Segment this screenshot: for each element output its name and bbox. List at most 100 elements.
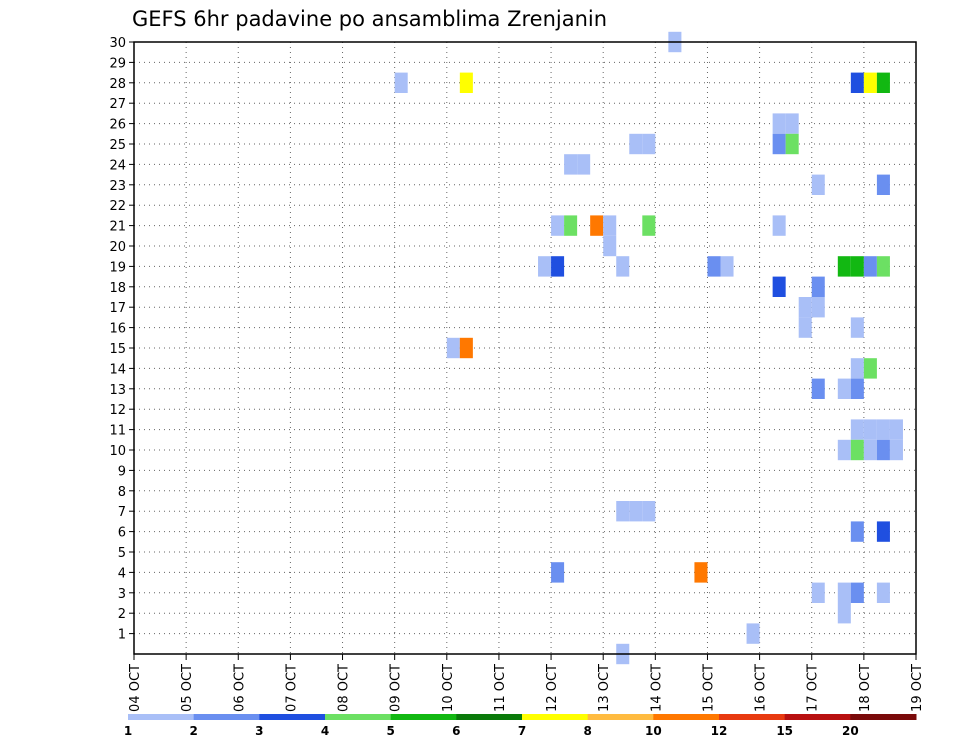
precip-cell	[577, 154, 591, 175]
y-tick-label: 24	[109, 158, 126, 173]
precip-cell	[772, 215, 786, 236]
y-tick-label: 22	[109, 199, 126, 214]
precip-cell	[720, 256, 734, 277]
y-tick-label: 11	[109, 424, 126, 439]
precip-cell	[850, 439, 864, 461]
precip-cell	[863, 439, 877, 461]
legend-swatch	[587, 714, 654, 720]
precip-cell	[876, 256, 890, 277]
x-tick-label: 14 OCT	[649, 664, 664, 712]
legend-label: 20	[842, 724, 859, 738]
x-tick-label: 11 OCT	[493, 664, 508, 712]
y-tick-label: 20	[109, 240, 126, 255]
y-axis: 1234567891011121314151617181920212223242…	[109, 36, 134, 643]
precip-cell	[772, 276, 786, 297]
legend-label: 4	[321, 724, 329, 738]
legend-label: 12	[711, 724, 728, 738]
legend-label: 2	[189, 724, 197, 738]
legend-swatch	[128, 714, 195, 720]
legend-label: 1	[124, 724, 132, 738]
precip-cell	[772, 113, 786, 134]
precip-cell	[850, 378, 864, 399]
precip-cell	[863, 256, 877, 277]
precip-cell	[863, 419, 877, 440]
y-tick-label: 30	[109, 36, 126, 51]
precip-cell	[564, 154, 578, 175]
precip-cell	[837, 256, 851, 277]
y-tick-label: 27	[109, 97, 126, 112]
legend-swatch	[456, 714, 523, 720]
precip-cell	[642, 215, 656, 236]
precip-cell	[876, 521, 890, 542]
x-tick-label: 06 OCT	[232, 664, 247, 712]
precip-cell	[394, 72, 408, 93]
x-tick-label: 08 OCT	[337, 664, 352, 712]
precip-cell	[798, 317, 812, 338]
legend-label: 6	[452, 724, 460, 738]
y-tick-label: 18	[109, 281, 126, 296]
grid-lines	[134, 42, 916, 654]
precip-cell	[811, 276, 825, 297]
precip-cell	[746, 623, 760, 644]
y-tick-label: 16	[109, 322, 126, 337]
precip-cell	[889, 419, 903, 440]
precip-cell	[876, 582, 890, 603]
precip-cell	[889, 439, 903, 461]
x-axis: 04 OCT 05 OCT 06 OCT 07 OCT 08 OCT 09 OCT 10 O…	[128, 654, 925, 712]
precip-cell	[694, 562, 708, 583]
y-tick-label: 14	[109, 362, 126, 377]
precip-cell	[876, 174, 890, 195]
legend-label: 7	[518, 724, 526, 738]
legend-swatch	[325, 714, 392, 720]
precip-cell	[850, 582, 864, 603]
precip-cell	[603, 215, 617, 236]
legend-swatch	[259, 714, 326, 720]
x-tick-label: 19 OCT	[910, 664, 925, 712]
precip-cell	[850, 521, 864, 542]
y-tick-label: 26	[109, 118, 126, 133]
legend-swatch	[719, 714, 786, 720]
precip-cell	[590, 215, 604, 236]
precip-cell	[616, 501, 630, 522]
precip-cell	[785, 133, 799, 155]
y-tick-label: 7	[118, 505, 126, 520]
color-legend: 1 2 3 4 5 6 7 8 10 12 15 20	[124, 714, 917, 738]
precip-cell	[551, 215, 565, 236]
y-tick-label: 29	[109, 56, 126, 71]
y-tick-label: 15	[109, 342, 126, 357]
legend-label: 10	[645, 724, 662, 738]
y-tick-label: 19	[109, 260, 126, 275]
precip-cell	[459, 337, 473, 359]
precip-cell	[629, 133, 643, 155]
precip-cell	[837, 603, 851, 624]
precip-cell	[811, 378, 825, 399]
precip-cell	[850, 419, 864, 440]
chart-title: GEFS 6hr padavine po ansamblima Zrenjani…	[132, 7, 607, 31]
y-tick-label: 25	[109, 138, 126, 153]
y-tick-label: 6	[118, 526, 126, 541]
precip-cell	[707, 256, 721, 277]
y-tick-label: 3	[118, 587, 126, 602]
precip-cell	[772, 133, 786, 155]
precip-cell	[850, 358, 864, 379]
precip-cell	[837, 582, 851, 603]
x-tick-label: 07 OCT	[284, 664, 299, 712]
precip-cell	[811, 174, 825, 195]
y-tick-label: 2	[118, 607, 126, 622]
y-tick-label: 17	[109, 301, 126, 316]
precip-cell	[850, 72, 864, 93]
precip-cell	[876, 72, 890, 93]
precip-cell	[538, 256, 552, 277]
y-tick-label: 5	[118, 546, 126, 561]
precip-cell	[785, 113, 799, 134]
x-tick-label: 16 OCT	[754, 664, 769, 712]
precip-cell	[629, 501, 643, 522]
x-tick-label: 15 OCT	[701, 664, 716, 712]
precip-cell	[850, 317, 864, 338]
y-tick-label: 4	[118, 566, 126, 581]
precip-cell	[564, 215, 578, 236]
y-tick-label: 9	[118, 464, 126, 479]
precip-cell	[551, 256, 565, 277]
y-tick-label: 8	[118, 485, 126, 500]
